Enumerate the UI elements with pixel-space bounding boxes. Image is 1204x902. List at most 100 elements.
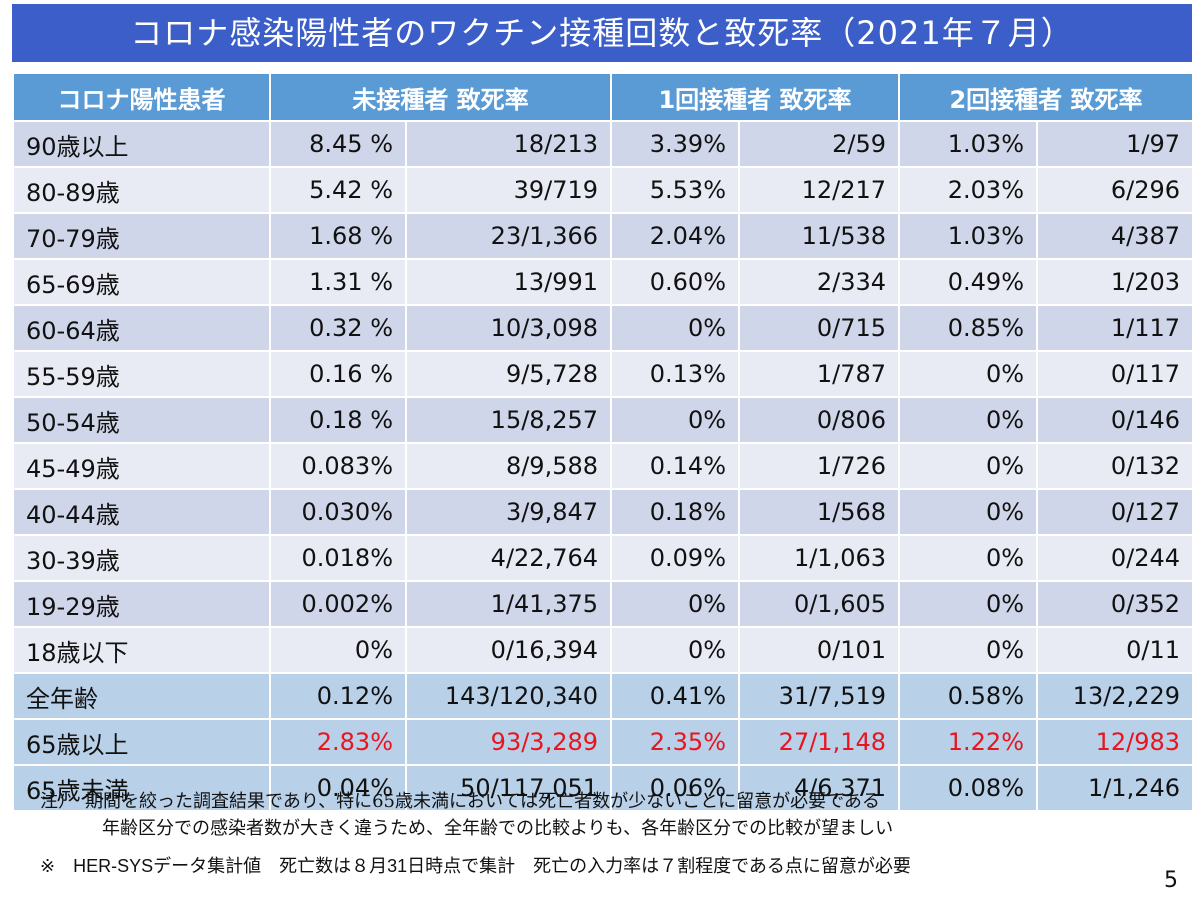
table-row: 60-64歳 0.32 % 10/3,098 0% 0/715 0.85% 1/117: [12, 304, 1195, 352]
table-header-row: コロナ陽性患者 未接種者 致死率 1回接種者 致死率 2回接種者 致死率: [12, 72, 1195, 122]
two-dose-ratio-cell: 0/11: [1036, 626, 1195, 674]
two-dose-rate-cell: 0.49%: [898, 258, 1039, 306]
one-dose-ratio-cell: 1/568: [738, 488, 901, 536]
unvaccinated-rate-cell: 0.083%: [269, 442, 407, 490]
two-dose-rate-cell: 0%: [898, 396, 1039, 444]
table-row: 55-59歳 0.16 % 9/5,728 0.13% 1/787 0% 0/117: [12, 350, 1195, 398]
unvaccinated-ratio-cell: 0/16,394: [404, 626, 613, 674]
table-row: 40-44歳 0.030% 3/9,847 0.18% 1/568 0% 0/127: [12, 488, 1195, 536]
one-dose-rate-cell: 0.14%: [610, 442, 741, 490]
two-dose-ratio-cell: 13/2,229: [1036, 672, 1195, 720]
unvaccinated-ratio-cell: 18/213: [404, 120, 613, 168]
two-dose-ratio-cell: 0/127: [1036, 488, 1195, 536]
one-dose-rate-cell: 0%: [610, 626, 741, 674]
two-dose-ratio-cell: 6/296: [1036, 166, 1195, 214]
one-dose-rate-cell: 2.04%: [610, 212, 741, 260]
table-row: 65歳以上 2.83% 93/3,289 2.35% 27/1,148 1.22% 12/9…: [12, 718, 1195, 766]
one-dose-rate-cell: 3.39%: [610, 120, 741, 168]
age-group-cell: 40-44歳: [12, 488, 271, 536]
two-dose-rate-cell: 0%: [898, 580, 1039, 628]
one-dose-rate-cell: 0.18%: [610, 488, 741, 536]
age-group-cell: 18歳以下: [12, 626, 271, 674]
note-line-2: 年齢区分での感染者数が大きく違うため、全年齢での比較よりも、各年齢区分での比較が…: [102, 818, 894, 839]
unvaccinated-ratio-cell: 10/3,098: [404, 304, 613, 352]
age-group-cell: 70-79歳: [12, 212, 271, 260]
age-group-cell: 65歳未満: [12, 764, 271, 812]
one-dose-ratio-cell: 4/6,371: [738, 764, 901, 812]
unvaccinated-rate-cell: 0.12%: [269, 672, 407, 720]
age-group-cell: 50-54歳: [12, 396, 271, 444]
two-dose-ratio-cell: 1/203: [1036, 258, 1195, 306]
unvaccinated-ratio-cell: 13/991: [404, 258, 613, 306]
table-row: 80-89歳 5.42 % 39/719 5.53% 12/217 2.03% 6/296: [12, 166, 1195, 214]
two-dose-rate-cell: 0.85%: [898, 304, 1039, 352]
table-row: 90歳以上 8.45 % 18/213 3.39% 2/59 1.03% 1/97: [12, 120, 1195, 168]
age-group-cell: 80-89歳: [12, 166, 271, 214]
one-dose-rate-cell: 0%: [610, 304, 741, 352]
unvaccinated-ratio-cell: 23/1,366: [404, 212, 613, 260]
one-dose-rate-cell: 0.41%: [610, 672, 741, 720]
one-dose-ratio-cell: 0/806: [738, 396, 901, 444]
one-dose-ratio-cell: 12/217: [738, 166, 901, 214]
unvaccinated-ratio-cell: 15/8,257: [404, 396, 613, 444]
one-dose-ratio-cell: 2/334: [738, 258, 901, 306]
one-dose-rate-cell: 0%: [610, 396, 741, 444]
two-dose-ratio-cell: 0/132: [1036, 442, 1195, 490]
one-dose-rate-cell: 0.60%: [610, 258, 741, 306]
one-dose-ratio-cell: 2/59: [738, 120, 901, 168]
two-dose-rate-cell: 0.08%: [898, 764, 1039, 812]
table-row: 50-54歳 0.18 % 15/8,257 0% 0/806 0% 0/146: [12, 396, 1195, 444]
source-note: ※ HER-SYSデータ集計値 死亡数は８月31日時点で集計 死亡の入力率は７割…: [40, 856, 911, 876]
unvaccinated-ratio-cell: 143/120,340: [404, 672, 613, 720]
unvaccinated-ratio-cell: 1/41,375: [404, 580, 613, 628]
one-dose-rate-cell: 0.06%: [610, 764, 741, 812]
two-dose-ratio-cell: 1/97: [1036, 120, 1195, 168]
two-dose-ratio-cell: 0/244: [1036, 534, 1195, 582]
one-dose-rate-cell: 0%: [610, 580, 741, 628]
unvaccinated-ratio-cell: 9/5,728: [404, 350, 613, 398]
two-dose-ratio-cell: 4/387: [1036, 212, 1195, 260]
two-dose-rate-cell: 0%: [898, 626, 1039, 674]
two-dose-rate-cell: 0.58%: [898, 672, 1039, 720]
unvaccinated-rate-cell: 0.16 %: [269, 350, 407, 398]
unvaccinated-ratio-cell: 50/117,051: [404, 764, 613, 812]
notes: 注） 期間を絞った調査結果であり、特に65歳未満においては死亡者数が少ないことに…: [40, 788, 1160, 842]
one-dose-ratio-cell: 1/1,063: [738, 534, 901, 582]
unvaccinated-rate-cell: 5.42 %: [269, 166, 407, 214]
two-dose-ratio-cell: 0/352: [1036, 580, 1195, 628]
table-row: 65歳未満 0.04% 50/117,051 0.06% 4/6,371 0.08% 1/1…: [12, 764, 1195, 812]
unvaccinated-ratio-cell: 39/719: [404, 166, 613, 214]
unvaccinated-rate-cell: 8.45 %: [269, 120, 407, 168]
one-dose-rate-cell: 0.13%: [610, 350, 741, 398]
one-dose-ratio-cell: 0/1,605: [738, 580, 901, 628]
age-group-cell: 65歳以上: [12, 718, 271, 766]
unvaccinated-rate-cell: 0.002%: [269, 580, 407, 628]
table-row: 全年齢 0.12% 143/120,340 0.41% 31/7,519 0.58% 13/…: [12, 672, 1195, 720]
table-row: 18歳以下 0% 0/16,394 0% 0/101 0% 0/11: [12, 626, 1195, 674]
table-row: 70-79歳 1.68 % 23/1,366 2.04% 11/538 1.03% 4/38…: [12, 212, 1195, 260]
unvaccinated-rate-cell: 0.018%: [269, 534, 407, 582]
two-dose-rate-cell: 0%: [898, 350, 1039, 398]
one-dose-rate-cell: 0.09%: [610, 534, 741, 582]
fatality-rate-table: コロナ陽性患者 未接種者 致死率 1回接種者 致死率 2回接種者 致死率 90歳…: [12, 72, 1195, 812]
unvaccinated-rate-cell: 0.18 %: [269, 396, 407, 444]
one-dose-ratio-cell: 31/7,519: [738, 672, 901, 720]
note-line-1: 注） 期間を絞った調査結果であり、特に65歳未満においては死亡者数が少ないことに…: [40, 791, 880, 812]
two-dose-ratio-cell: 12/983: [1036, 718, 1195, 766]
two-dose-ratio-cell: 1/117: [1036, 304, 1195, 352]
age-group-cell: 30-39歳: [12, 534, 271, 582]
unvaccinated-ratio-cell: 8/9,588: [404, 442, 613, 490]
one-dose-ratio-cell: 11/538: [738, 212, 901, 260]
two-dose-rate-cell: 0%: [898, 534, 1039, 582]
slide-title: コロナ感染陽性者のワクチン接種回数と致死率（2021年７月）: [12, 4, 1192, 62]
unvaccinated-rate-cell: 0%: [269, 626, 407, 674]
one-dose-rate-cell: 5.53%: [610, 166, 741, 214]
unvaccinated-rate-cell: 0.04%: [269, 764, 407, 812]
age-group-cell: 60-64歳: [12, 304, 271, 352]
table-body: 90歳以上 8.45 % 18/213 3.39% 2/59 1.03% 1/97 80-89…: [12, 120, 1195, 812]
table-row: 30-39歳 0.018% 4/22,764 0.09% 1/1,063 0% 0/244: [12, 534, 1195, 582]
unvaccinated-rate-cell: 2.83%: [269, 718, 407, 766]
one-dose-ratio-cell: 1/726: [738, 442, 901, 490]
unvaccinated-rate-cell: 1.68 %: [269, 212, 407, 260]
two-dose-rate-cell: 1.03%: [898, 212, 1039, 260]
